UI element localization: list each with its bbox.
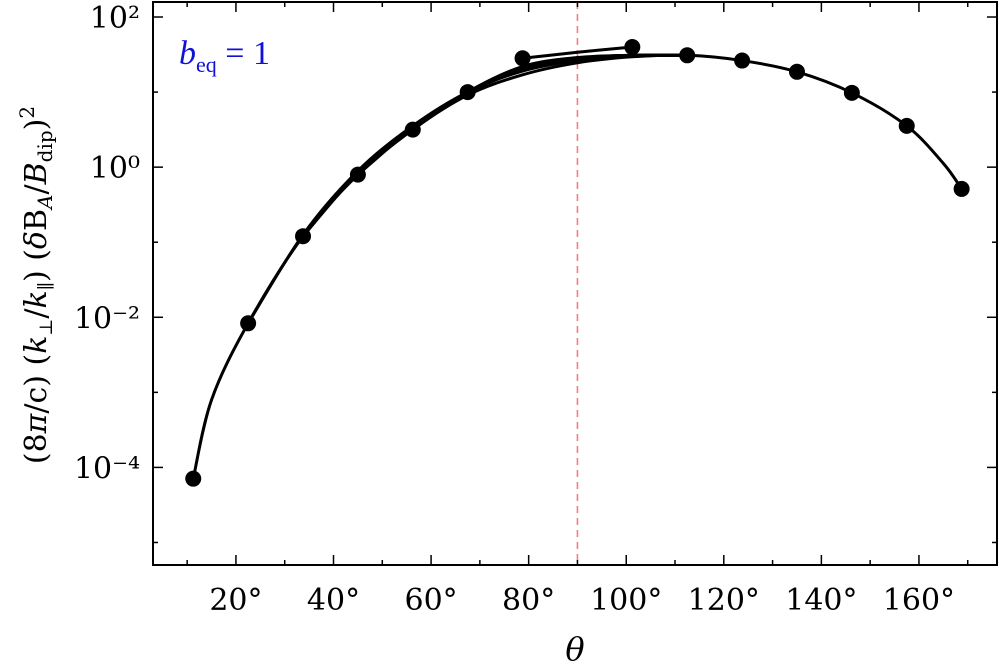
- data-point-14: [953, 180, 970, 197]
- x-axis-label: θ: [565, 630, 584, 664]
- x-tick-label: 100°: [590, 583, 662, 618]
- data-point-13: [898, 117, 915, 134]
- x-tick-label: 60°: [404, 583, 457, 618]
- data-point-1: [185, 470, 202, 487]
- series-curve-7: [521, 45, 634, 60]
- y-tick-label: 10⁰: [90, 151, 140, 186]
- y-axis-label: (8π/c) (k⊥/k∥) (δBA/Bdip)2: [15, 106, 57, 464]
- y-tick-label: 10²: [90, 1, 140, 36]
- curve-layer: [191, 45, 964, 481]
- x-tick-label: 120°: [688, 583, 760, 618]
- x-tick-label: 140°: [785, 583, 857, 618]
- data-point-2: [240, 315, 257, 332]
- x-tick-label: 20°: [209, 583, 262, 618]
- x-tick-label: 160°: [883, 583, 955, 618]
- data-point-6: [459, 84, 476, 101]
- y-tick-label: 10⁻²: [74, 301, 140, 336]
- data-point-4: [349, 166, 366, 183]
- data-point-11: [788, 63, 805, 80]
- data-point-8: [624, 39, 641, 56]
- data-point-10: [734, 52, 751, 69]
- series-curve-6: [466, 53, 689, 94]
- x-tick-label: 80°: [502, 583, 555, 618]
- annotation-beq: beq = 1: [179, 35, 270, 77]
- tick-label-layer: 20° 40° 60° 80° 100° 120° 140° 160° 10⁻⁴ 10⁻² 10⁰ 1…: [74, 1, 955, 618]
- plot-frame: [152, 1, 998, 566]
- data-point-9: [679, 47, 696, 64]
- data-point-7: [514, 50, 531, 67]
- marker-layer: [185, 39, 970, 487]
- data-point-3: [295, 228, 312, 245]
- x-tick-label: 40°: [307, 583, 360, 618]
- series-curve-4: [356, 53, 689, 177]
- data-point-12: [843, 84, 860, 101]
- y-tick-label: 10⁻⁴: [74, 451, 140, 486]
- tick-layer: [153, 2, 997, 565]
- data-point-5: [404, 121, 421, 138]
